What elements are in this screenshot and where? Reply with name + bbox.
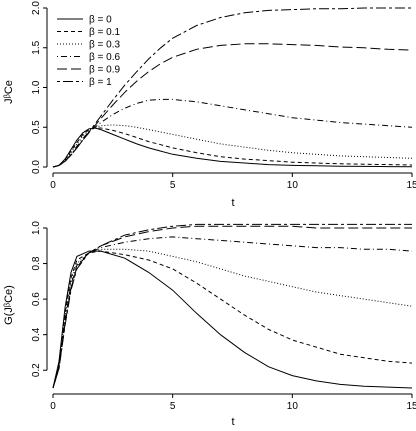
legend: β = 0β = 0.1 β = 0.3β = 0.6 β = 0.9β = 1 xyxy=(57,15,120,88)
top-series-line-0 xyxy=(52,127,413,168)
top-ticks-group: 0 5 10 15 0.0 0.5 1.0 1.5 2.0 xyxy=(31,1,416,191)
top-series-line-3 xyxy=(52,98,413,168)
bottom-x-tick-label: 15 xyxy=(406,401,416,412)
bottom-x-tick-label: 10 xyxy=(287,401,299,412)
top-plot-area: 0 5 10 15 0.0 0.5 1.0 1.5 2.0 xyxy=(31,1,416,191)
bottom-x-tick-label: 5 xyxy=(170,401,176,412)
bottom-plot-area: 0 5 10 15 0.2 0.4 0.6 0.8 1.0 xyxy=(31,221,416,412)
bottom-y-tick-label: 0.2 xyxy=(31,363,42,377)
bottom-series-line-2 xyxy=(52,248,413,389)
top-x-tick-label: 5 xyxy=(170,180,176,191)
bottom-y-tick-label: 1.0 xyxy=(31,221,42,235)
legend-entry: β = 1 xyxy=(89,77,112,88)
top-series-line-5 xyxy=(52,7,412,168)
bottom-series-line-3 xyxy=(52,236,413,389)
bottom-series-group xyxy=(52,223,413,389)
bottom-ticks-group: 0 5 10 15 0.2 0.4 0.6 0.8 1.0 xyxy=(31,221,416,412)
top-x-tick-label: 10 xyxy=(287,180,299,191)
bottom-panel: 0 5 10 15 0.2 0.4 0.6 0.8 1.0 t G(JᵝCe) xyxy=(3,221,416,428)
legend-entry: β = 0.9 xyxy=(89,65,120,76)
bottom-x-axis-label: t xyxy=(231,416,234,428)
bottom-series-line-0 xyxy=(52,250,413,389)
bottom-series-line-1 xyxy=(52,250,413,389)
top-y-tick-label: 0.0 xyxy=(31,160,42,174)
legend-entry: β = 0 xyxy=(89,15,112,26)
legend-entry: β = 0.6 xyxy=(89,52,120,63)
top-panel: 0 5 10 150.00.51.01.52.0 t JᵝCe β = 0β = 0.… xyxy=(3,1,416,209)
bottom-series-line-5 xyxy=(52,223,412,389)
top-y-tick-label: 0.5 xyxy=(31,120,42,134)
top-y-tick-label: 1.5 xyxy=(31,40,42,54)
bottom-y-tick-label: 0.4 xyxy=(31,327,42,341)
top-x-axis-label: t xyxy=(231,197,234,209)
top-series-line-2 xyxy=(52,124,413,168)
top-y-axis-label: JᵝCe xyxy=(3,80,15,104)
top-y-tick-label: 2.0 xyxy=(31,1,42,15)
top-series-group xyxy=(52,7,413,168)
bottom-x-tick-label: 0 xyxy=(50,401,56,412)
legend-entry: β = 0.1 xyxy=(89,27,120,38)
legend-entry: β = 0.3 xyxy=(89,40,120,51)
bottom-y-tick-label: 0.6 xyxy=(31,292,42,306)
bottom-y-tick-label: 0.8 xyxy=(31,256,42,270)
bottom-y-axis-label: G(JᵝCe) xyxy=(3,285,15,325)
top-x-tick-label: 15 xyxy=(406,180,416,191)
top-series-line-1 xyxy=(52,127,413,168)
top-x-tick-label: 0 xyxy=(50,180,56,191)
top-y-tick-label: 1.0 xyxy=(31,80,42,94)
